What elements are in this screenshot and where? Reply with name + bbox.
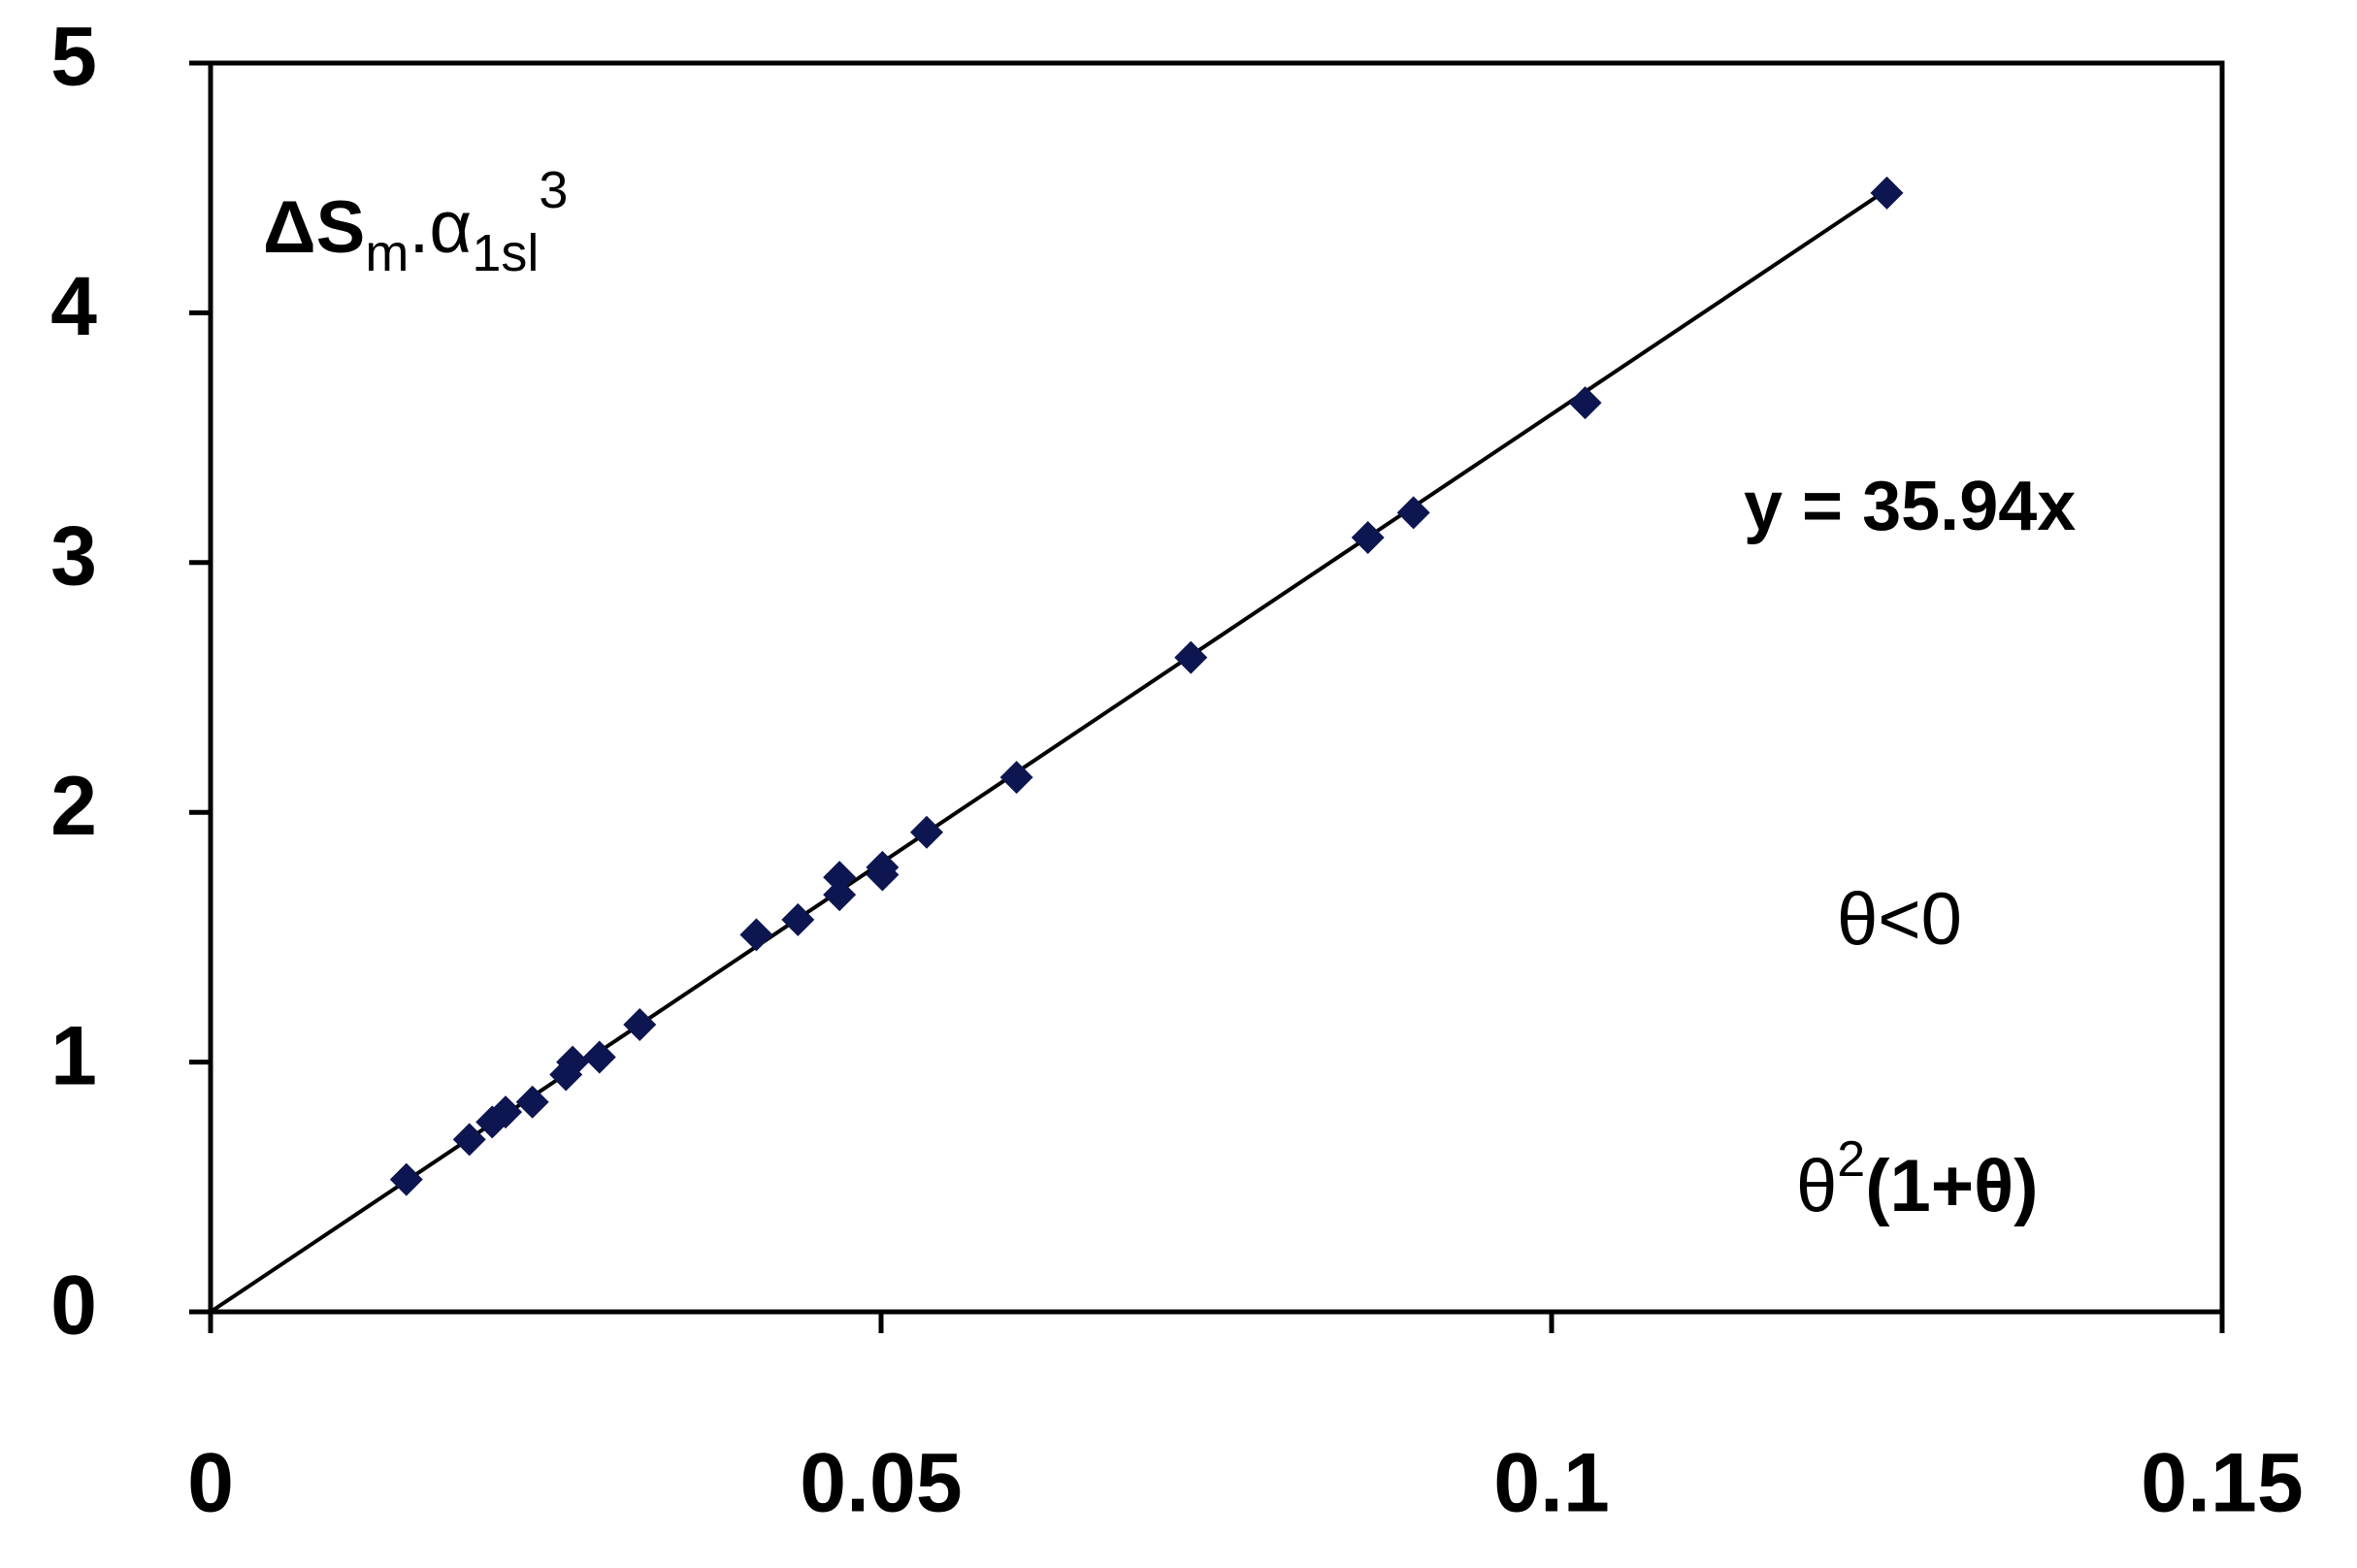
data-point [515, 1085, 549, 1119]
data-point [909, 815, 943, 849]
data-point [1568, 386, 1602, 420]
y-label-part: ΔS [263, 186, 365, 269]
x-label-part: θ [1796, 1145, 1837, 1227]
y-label-part: m [365, 224, 409, 282]
annotation: θ<0 [1837, 878, 1962, 961]
y-axis-label: ΔSm.α1sl3 [263, 161, 568, 282]
data-point [866, 850, 900, 884]
x-axis-label: θ2(1+θ) [1796, 1131, 2039, 1227]
y-tick-label: 4 [50, 260, 97, 353]
trendline-label: y = 35.94x [1744, 468, 2076, 545]
y-label-part: .α [409, 186, 472, 269]
data-point [823, 878, 857, 912]
data-point [739, 918, 773, 952]
data-point [582, 1040, 616, 1074]
data-point [389, 1162, 423, 1196]
data-point [623, 1007, 657, 1041]
x-tick-label: 0.1 [1493, 1437, 1610, 1530]
x-label-part: (1+θ) [1865, 1145, 2038, 1227]
data-point [556, 1045, 590, 1079]
y-tick-label: 5 [50, 11, 97, 104]
data-point [1174, 640, 1208, 674]
y-tick-label: 2 [50, 760, 97, 853]
data-point [781, 902, 815, 936]
data-point [823, 861, 857, 895]
y-label-part: 3 [539, 161, 568, 219]
x-tick-label: 0 [187, 1437, 234, 1530]
y-label-part: 1sl [472, 224, 539, 282]
data-point [489, 1095, 523, 1129]
y-tick-label: 3 [50, 510, 97, 604]
x-label-part: 2 [1837, 1131, 1865, 1188]
y-tick-label: 1 [50, 1009, 97, 1102]
data-point [1870, 176, 1904, 210]
data-point [1396, 496, 1430, 530]
data-point [1351, 521, 1385, 555]
y-tick-label: 0 [50, 1259, 97, 1353]
plot-frame [208, 60, 2225, 1315]
x-tick-label: 0.15 [2141, 1437, 2303, 1530]
data-point [452, 1123, 486, 1157]
x-tick-label: 0.05 [800, 1437, 962, 1530]
data-point [999, 761, 1033, 795]
